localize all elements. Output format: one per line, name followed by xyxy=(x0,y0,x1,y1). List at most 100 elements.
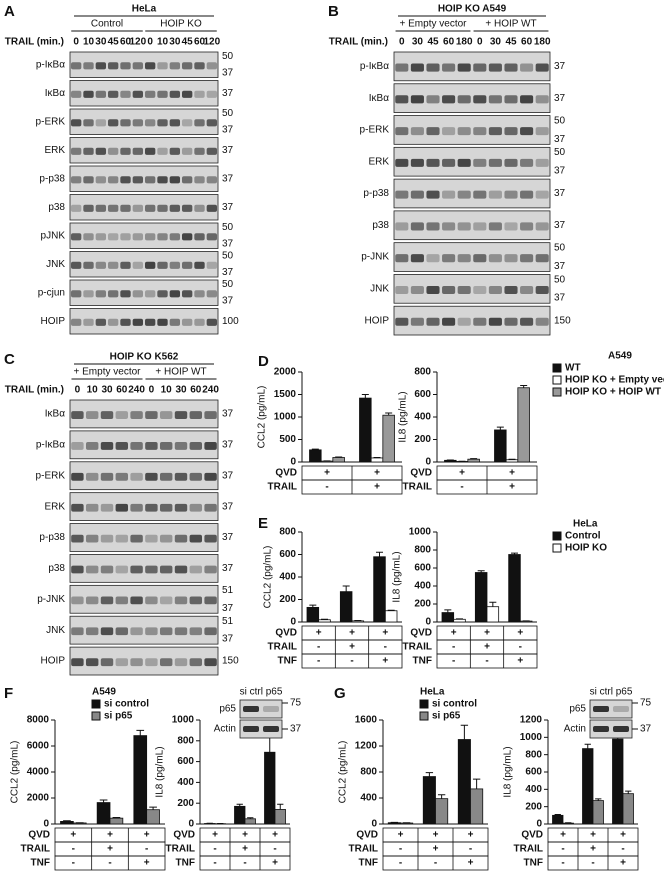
panel-letter: G xyxy=(334,685,346,702)
blot-band xyxy=(100,565,114,574)
condition-row xyxy=(301,653,403,669)
blot-band xyxy=(174,565,188,574)
bar xyxy=(467,458,480,463)
error-bar xyxy=(311,448,319,450)
blot-label: p38 xyxy=(372,220,389,231)
error-bar xyxy=(496,426,504,430)
y-tick-label: 600 xyxy=(525,767,542,778)
blot-band xyxy=(100,627,114,636)
lane-label: 180 xyxy=(456,37,473,48)
y-tick-label: 0 xyxy=(188,819,194,830)
blot-band xyxy=(426,63,440,72)
blot-label: HOIP xyxy=(41,316,66,327)
blot-band xyxy=(206,176,218,184)
blot-band xyxy=(70,119,82,127)
blot-band xyxy=(115,565,129,574)
blot-label: p-ERK xyxy=(36,116,66,127)
blot-band xyxy=(159,596,173,605)
error-bar xyxy=(387,609,395,611)
bar xyxy=(505,459,519,463)
lane-label: 30 xyxy=(412,37,424,48)
blot-band xyxy=(71,627,84,636)
condition-mark: + xyxy=(620,830,626,841)
blot-band xyxy=(395,285,409,295)
blot-band xyxy=(100,596,114,605)
y-tick-label: 1200 xyxy=(355,741,378,752)
blot-band xyxy=(189,596,203,605)
lane-label: 60 xyxy=(194,37,206,48)
blot-band xyxy=(535,158,549,167)
condition-mark: + xyxy=(509,468,515,479)
legend-title: A549 xyxy=(608,351,632,362)
blot-band xyxy=(504,63,518,72)
blot-band xyxy=(181,318,193,326)
blot-band xyxy=(130,472,143,481)
blot-band xyxy=(426,285,440,295)
bar xyxy=(382,414,395,463)
lane-label: 0 xyxy=(477,37,483,48)
blot-band xyxy=(83,119,94,127)
blot-band xyxy=(169,176,181,184)
blot-band xyxy=(70,62,82,70)
blot-label: p-p38 xyxy=(363,188,389,199)
y-tick-label: 2000 xyxy=(274,367,297,378)
blot-band xyxy=(144,62,156,70)
blot-band xyxy=(194,119,205,127)
blot-band xyxy=(107,176,119,184)
blot-band xyxy=(83,318,94,326)
group-label: Control xyxy=(91,19,123,30)
bar xyxy=(474,572,488,623)
legend-label: si control xyxy=(432,699,477,710)
y-axis-label: IL8 (pg/mL) xyxy=(155,746,166,797)
blot-band xyxy=(130,503,143,512)
blot-band xyxy=(535,285,549,295)
blot-band xyxy=(157,204,168,212)
blot-band xyxy=(145,565,158,574)
blot-band xyxy=(71,596,84,605)
condition-mark: + xyxy=(590,830,596,841)
blot-band xyxy=(174,596,188,605)
mw-marker: 37 xyxy=(222,145,234,156)
blot-band xyxy=(457,63,471,72)
error-bar xyxy=(112,817,121,819)
condition-row xyxy=(382,855,489,871)
bar xyxy=(332,457,345,463)
condition-name: TNF xyxy=(176,858,195,869)
group-label: + Empty vector xyxy=(74,367,142,378)
y-axis-label: IL8 (pg/mL) xyxy=(503,746,514,797)
condition-mark: - xyxy=(108,858,111,869)
blot-band xyxy=(426,158,440,167)
condition-mark: - xyxy=(561,844,564,855)
error-bar xyxy=(63,820,71,822)
blot-band xyxy=(85,411,99,419)
bar xyxy=(444,459,457,463)
blot-label: p38 xyxy=(48,202,65,213)
lane-label: 30 xyxy=(175,385,187,396)
blot-band xyxy=(100,503,114,512)
blot-band xyxy=(593,706,609,712)
blot-band xyxy=(189,503,203,512)
blot-band xyxy=(83,62,94,70)
y-tick-label: 200 xyxy=(177,798,194,809)
mw-marker: 150 xyxy=(554,315,571,326)
y-tick-label: 0 xyxy=(425,457,431,468)
blot-band xyxy=(488,95,502,104)
blot-band xyxy=(85,534,99,543)
blot-band xyxy=(442,127,456,136)
mw-marker: 37 xyxy=(222,603,234,614)
condition-mark: + xyxy=(468,830,474,841)
y-tick-label: 1000 xyxy=(274,412,297,423)
condition-name: TRAIL xyxy=(21,844,50,855)
y-tick-label: 0 xyxy=(290,457,296,468)
blot-band xyxy=(130,658,143,667)
blot-band xyxy=(169,90,181,98)
mw-marker: 37 xyxy=(222,634,234,645)
blot-band xyxy=(410,254,424,263)
blot-band xyxy=(457,190,471,199)
blot-band xyxy=(71,411,84,419)
blot-band xyxy=(169,290,181,298)
blot-band xyxy=(169,204,181,212)
blot-label: ERK xyxy=(44,145,65,156)
condition-mark: + xyxy=(349,642,355,653)
lane-label: 60 xyxy=(120,37,132,48)
